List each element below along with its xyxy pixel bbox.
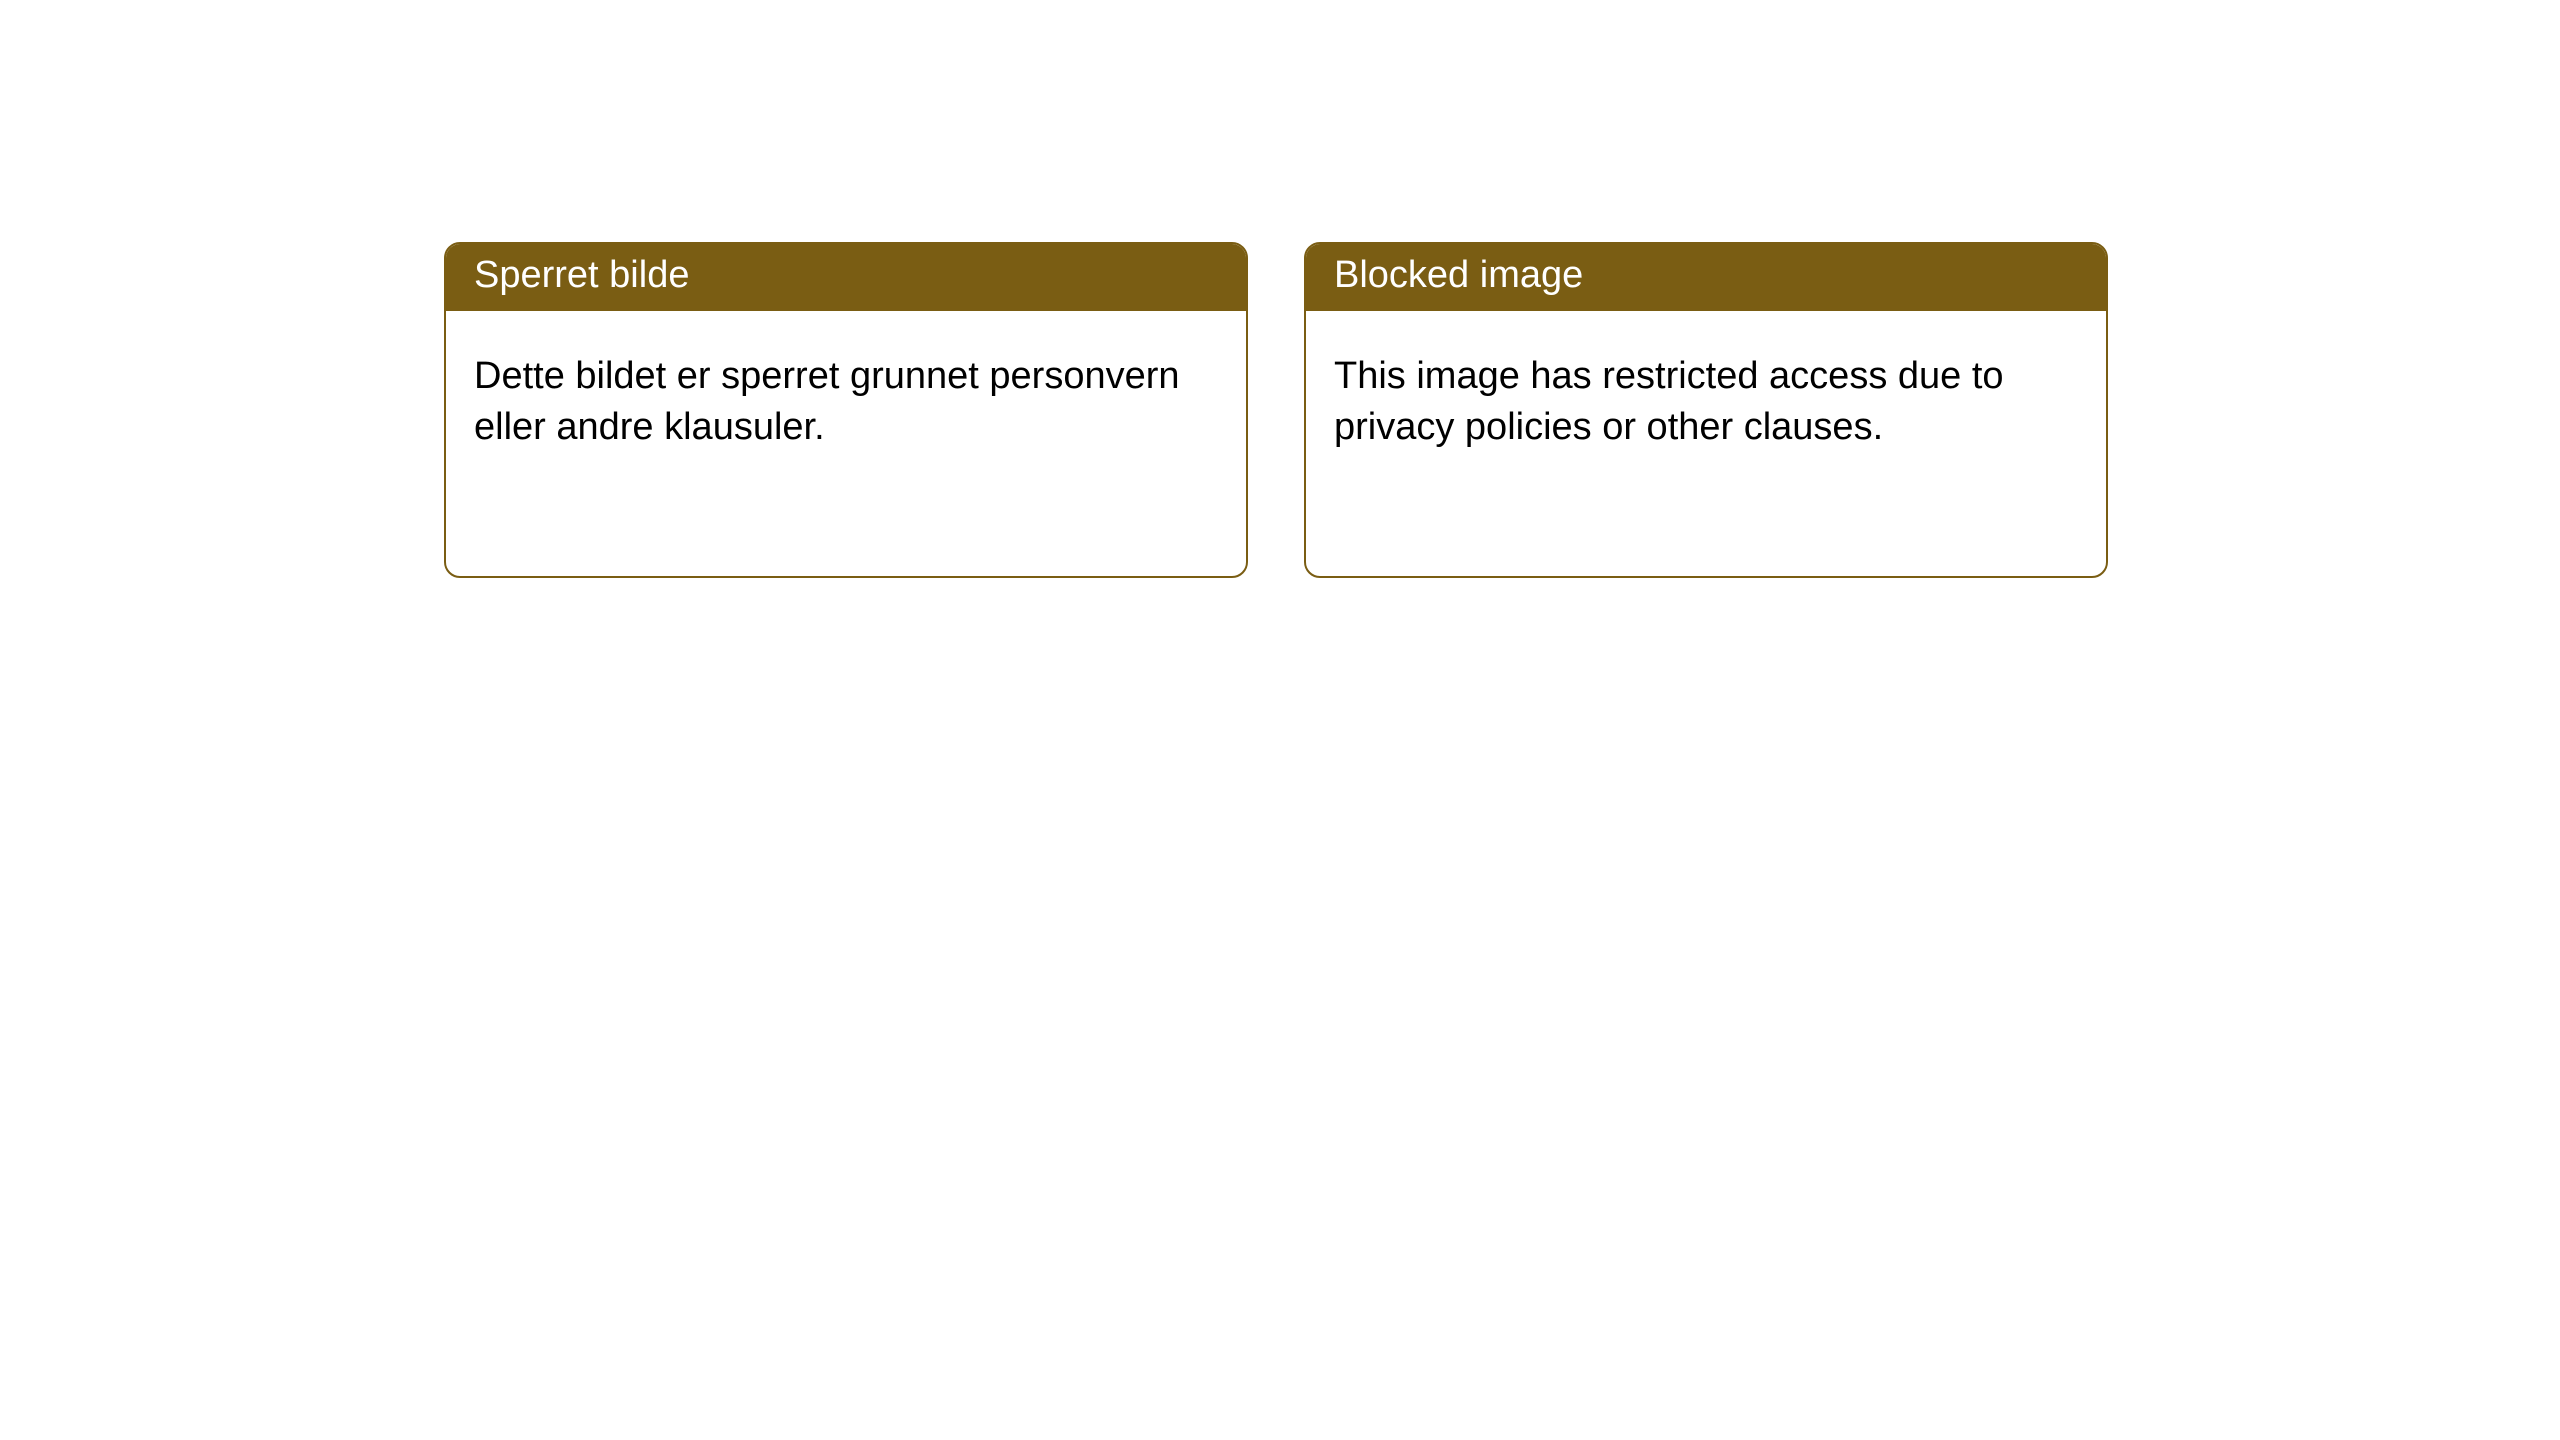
card-title: Blocked image	[1334, 254, 1583, 296]
card-body: This image has restricted access due to …	[1306, 311, 2106, 494]
card-title: Sperret bilde	[474, 254, 689, 296]
card-header: Blocked image	[1306, 244, 2106, 311]
card-header: Sperret bilde	[446, 244, 1246, 311]
card-body: Dette bildet er sperret grunnet personve…	[446, 311, 1246, 494]
notice-cards-container: Sperret bilde Dette bildet er sperret gr…	[444, 242, 2108, 578]
card-body-text: Dette bildet er sperret grunnet personve…	[474, 355, 1180, 448]
card-body-text: This image has restricted access due to …	[1334, 355, 2004, 448]
notice-card-norwegian: Sperret bilde Dette bildet er sperret gr…	[444, 242, 1248, 578]
notice-card-english: Blocked image This image has restricted …	[1304, 242, 2108, 578]
